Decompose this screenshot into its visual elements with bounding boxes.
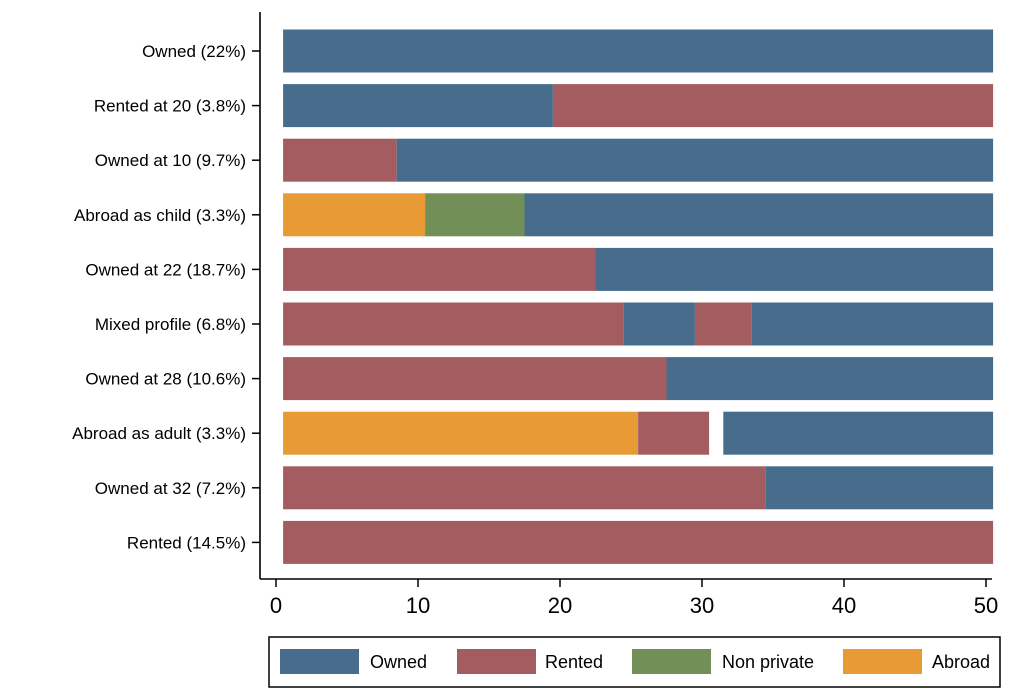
bar-segment-owned bbox=[723, 411, 994, 455]
bar-segment-abroad bbox=[283, 193, 426, 237]
bar-segment-rented bbox=[552, 84, 994, 128]
x-tick-label: 40 bbox=[832, 593, 856, 618]
x-tick-label: 20 bbox=[548, 593, 572, 618]
bar-segment-owned bbox=[283, 29, 994, 73]
x-tick-label: 10 bbox=[406, 593, 430, 618]
bar-segment-owned bbox=[524, 193, 994, 237]
legend-item-rented: Rented bbox=[457, 649, 603, 674]
bar-segment-owned bbox=[283, 84, 553, 128]
y-tick-label: Rented (14.5%) bbox=[127, 533, 246, 552]
y-tick-label: Abroad as child (3.3%) bbox=[74, 206, 246, 225]
legend-swatch-owned bbox=[280, 649, 359, 674]
legend-item-abroad: Abroad bbox=[843, 649, 990, 674]
y-tick-label: Owned at 32 (7.2%) bbox=[95, 479, 246, 498]
bar-row bbox=[283, 193, 994, 237]
bar-segment-rented bbox=[283, 138, 397, 182]
bar-segment-rented bbox=[283, 247, 596, 291]
legend: Owned Rented Non private Abroad bbox=[268, 636, 1001, 688]
bar-row bbox=[283, 520, 994, 564]
bar-segment-owned bbox=[595, 247, 994, 291]
bar-row bbox=[283, 29, 994, 73]
legend-swatch-abroad bbox=[843, 649, 922, 674]
bar-segment-owned bbox=[765, 466, 994, 510]
legend-item-non-private: Non private bbox=[632, 649, 814, 674]
legend-label: Owned bbox=[370, 652, 427, 672]
bar-segment-rented bbox=[283, 520, 994, 564]
y-tick-label: Mixed profile (6.8%) bbox=[95, 315, 246, 334]
y-tick-label: Owned at 22 (18.7%) bbox=[85, 260, 246, 279]
legend-label: Non private bbox=[722, 652, 814, 672]
bars-layer bbox=[283, 29, 994, 564]
bar-row bbox=[283, 302, 994, 346]
legend-swatch-non-private bbox=[632, 649, 711, 674]
bar-row bbox=[283, 411, 994, 455]
bar-segment-rented bbox=[694, 302, 752, 346]
bar-segment-rented bbox=[638, 411, 710, 455]
bar-segment-rented bbox=[283, 357, 667, 401]
x-tick-label: 0 bbox=[270, 593, 282, 618]
bar-row bbox=[283, 84, 994, 128]
legend-swatch-rented bbox=[457, 649, 536, 674]
y-tick-label: Owned at 28 (10.6%) bbox=[85, 370, 246, 389]
bar-segment-rented bbox=[283, 466, 766, 510]
bar-segment-rented bbox=[283, 302, 624, 346]
legend-item-owned: Owned bbox=[280, 649, 427, 674]
bar-segment-owned bbox=[666, 357, 994, 401]
legend-label: Rented bbox=[545, 652, 603, 672]
bar-row bbox=[283, 466, 994, 510]
bar-row bbox=[283, 357, 994, 401]
bar-segment-owned bbox=[751, 302, 994, 346]
x-tick-label: 30 bbox=[690, 593, 714, 618]
bar-segment-abroad bbox=[283, 411, 639, 455]
y-tick-label: Owned (22%) bbox=[142, 42, 246, 61]
y-tick-label: Abroad as adult (3.3%) bbox=[72, 424, 246, 443]
y-tick-label: Owned at 10 (9.7%) bbox=[95, 151, 246, 170]
x-tick-label: 50 bbox=[974, 593, 998, 618]
legend-label: Abroad bbox=[932, 652, 990, 672]
bar-segment-owned bbox=[623, 302, 695, 346]
bar-row bbox=[283, 138, 994, 182]
bar-row bbox=[283, 247, 994, 291]
y-tick-label: Rented at 20 (3.8%) bbox=[94, 97, 246, 116]
axes-layer: Owned (22%) Rented at 20 (3.8%) Owned at 1… bbox=[72, 12, 998, 618]
bar-segment-owned bbox=[396, 138, 994, 182]
bar-segment-non-private bbox=[425, 193, 525, 237]
